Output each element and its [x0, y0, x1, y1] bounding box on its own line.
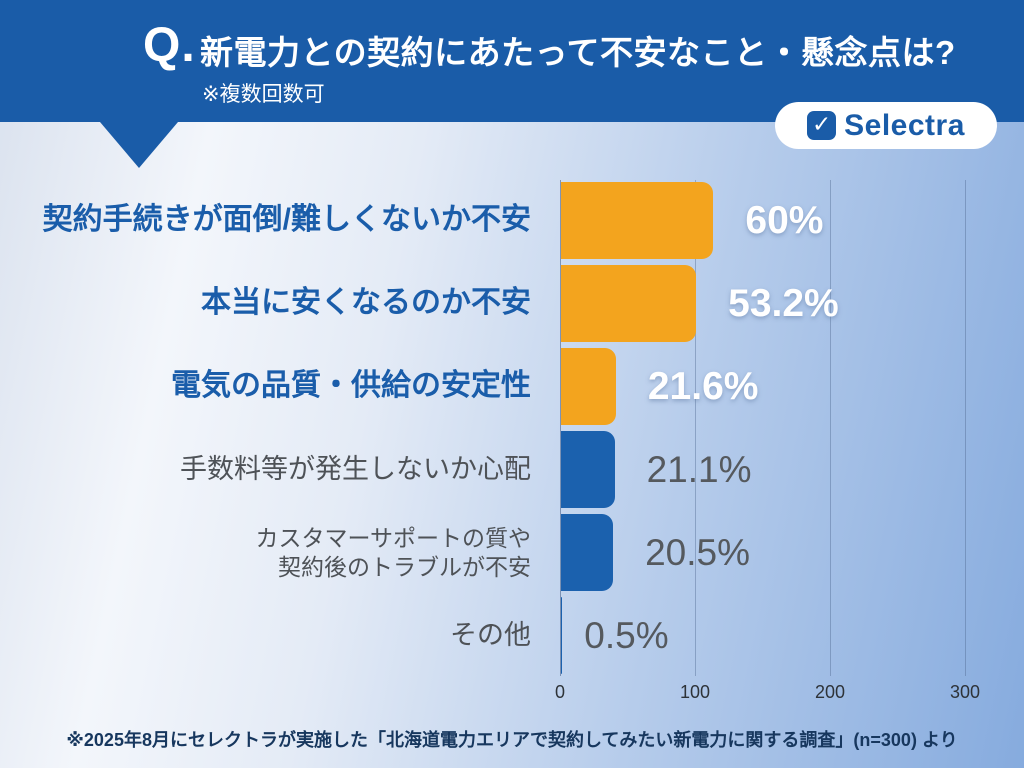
- page-title: 新電力との契約にあたって不安なこと・懸念点は?: [200, 34, 956, 71]
- y-axis-line: [560, 180, 561, 676]
- bar-category-label: 契約手続きが面倒/難しくないか不安: [42, 203, 531, 237]
- multiple-answers-note: ※複数回数可: [202, 83, 325, 106]
- gridline: [695, 180, 696, 676]
- bar: [561, 597, 563, 674]
- bar-category-label: 電気の品質・供給の安定性: [171, 369, 531, 403]
- gridline: [965, 180, 966, 676]
- x-axis-tick-label: 100: [679, 682, 711, 702]
- bar-value-label: 21.6%: [647, 365, 759, 408]
- x-axis-tick-label: 200: [814, 682, 846, 702]
- bar: [561, 265, 697, 342]
- bar-category-label: カスタマーサポートの質や 契約後のトラブルが不安: [255, 525, 531, 580]
- bar-value-label: 20.5%: [645, 532, 750, 573]
- selectra-logo-text: Selectra: [844, 108, 965, 142]
- bar-row: 契約手続きが面倒/難しくないか不安 60%: [0, 182, 1024, 259]
- bar-value-label: 0.5%: [584, 615, 669, 656]
- bar-row: 手数料等が発生しないか心配 21.1%: [0, 431, 1024, 508]
- bar-row: カスタマーサポートの質や 契約後のトラブルが不安 20.5%: [0, 514, 1024, 591]
- bar-row: 電気の品質・供給の安定性 21.6%: [0, 348, 1024, 425]
- bar: [561, 182, 714, 259]
- bar: [561, 348, 616, 425]
- selectra-logo: ✓ Selectra: [775, 102, 997, 149]
- bar: [561, 514, 614, 591]
- bar-category-label: その他: [450, 620, 531, 651]
- bar-category-label: 本当に安くなるのか不安: [201, 286, 531, 320]
- source-note: ※2025年8月にセレクトラが実施した「北海道電力エリアで契約してみたい新電力に…: [66, 730, 958, 750]
- bar-value-label: 21.1%: [646, 449, 752, 490]
- check-square-icon: ✓: [807, 111, 837, 140]
- bar-row: その他 0.5%: [0, 597, 1024, 674]
- bar-category-label: 手数料等が発生しないか心配: [180, 454, 531, 485]
- gridline: [830, 180, 831, 676]
- q-mark-label: Q.: [143, 19, 196, 72]
- question-header: Q. 新電力との契約にあたって不安なこと・懸念点は? ※複数回数可: [0, 0, 1024, 122]
- speech-bubble-notch: [100, 122, 178, 168]
- x-axis-tick-label: 300: [949, 682, 981, 702]
- bar: [561, 431, 615, 508]
- x-axis-tick-label: 0: [554, 682, 565, 702]
- bar-value-label: 60%: [745, 199, 824, 242]
- bar-value-label: 53.2%: [728, 282, 839, 325]
- bar-row: 本当に安くなるのか不安 53.2%: [0, 265, 1024, 342]
